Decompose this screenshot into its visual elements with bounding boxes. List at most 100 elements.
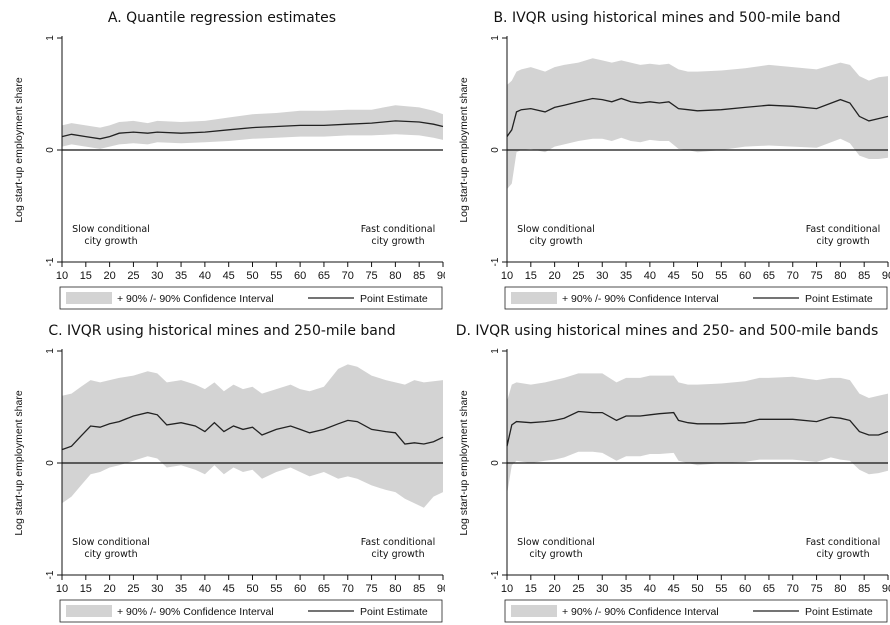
x-tick-label: 30	[151, 583, 163, 595]
x-tick-label: 40	[199, 583, 211, 595]
legend-band-swatch	[66, 605, 112, 617]
y-tick-label: 0	[45, 460, 56, 466]
x-tick-label: 55	[270, 270, 282, 282]
x-tick-label: 60	[294, 583, 306, 595]
x-tick-label: 35	[620, 270, 632, 282]
y-axis-label: Log start-up employment share	[13, 77, 25, 222]
annotation-slow-growth: Slow conditional	[517, 224, 595, 235]
chart-panel-a: A. Quantile regression estimates Log star…	[0, 0, 445, 312]
chart-title: B. IVQR using historical mines and 500-m…	[493, 10, 840, 26]
x-tick-label: 55	[715, 583, 727, 595]
legend-label-point: Point Estimate	[360, 293, 428, 305]
x-tick-label: 40	[644, 583, 656, 595]
x-tick-label: 80	[389, 270, 401, 282]
annotation-slow-growth: city growth	[84, 236, 137, 247]
x-tick-label: 75	[810, 583, 822, 595]
x-tick-label: 45	[668, 270, 680, 282]
legend-box	[59, 286, 443, 310]
x-tick-label: 85	[413, 270, 425, 282]
y-axis-label: Log start-up employment share	[458, 77, 470, 222]
x-tick-label: 25	[127, 270, 139, 282]
chart-svg: A. Quantile regression estimates Log star…	[13, 10, 445, 310]
x-tick-label: 65	[318, 583, 330, 595]
legend-label-point: Point Estimate	[805, 606, 873, 618]
x-tick-label: 80	[834, 583, 846, 595]
y-tick-label: 0	[490, 460, 501, 466]
legend-label-point: Point Estimate	[360, 606, 428, 618]
chart-panel-d: D. IVQR using historical mines and 250- …	[445, 313, 890, 625]
x-tick-label: 70	[787, 270, 799, 282]
y-tick-label: -1	[490, 257, 501, 266]
legend-band-swatch	[511, 292, 557, 304]
x-tick-label: 10	[56, 583, 68, 595]
y-axis-label: Log start-up employment share	[13, 390, 25, 535]
y-tick-label: 0	[45, 147, 56, 153]
x-tick-label: 50	[246, 583, 258, 595]
x-tick-label: 55	[715, 270, 727, 282]
annotation-fast-growth: city growth	[371, 236, 424, 247]
x-tick-label: 55	[270, 583, 282, 595]
x-tick-label: 10	[501, 270, 513, 282]
chart-panel-b: B. IVQR using historical mines and 500-m…	[445, 0, 890, 312]
x-tick-label: 45	[223, 270, 235, 282]
x-tick-label: 85	[858, 270, 870, 282]
x-tick-label: 75	[365, 270, 377, 282]
x-tick-label: 25	[572, 583, 584, 595]
x-tick-label: 65	[763, 583, 775, 595]
x-tick-label: 30	[596, 583, 608, 595]
x-tick-label: 25	[572, 270, 584, 282]
x-tick-label: 90	[437, 583, 445, 595]
annotation-slow-growth: city growth	[529, 236, 582, 247]
x-tick-label: 90	[437, 270, 445, 282]
x-tick-label: 50	[246, 270, 258, 282]
x-tick-label: 15	[80, 270, 92, 282]
point-estimate-line	[61, 120, 444, 140]
chart-svg: C. IVQR using historical mines and 250-m…	[13, 323, 445, 623]
chart-title: C. IVQR using historical mines and 250-m…	[48, 323, 395, 339]
chart-title: D. IVQR using historical mines and 250- …	[456, 323, 879, 339]
x-tick-label: 35	[175, 583, 187, 595]
point-estimate-line	[506, 97, 889, 137]
x-tick-label: 40	[644, 270, 656, 282]
x-tick-label: 85	[413, 583, 425, 595]
x-tick-label: 90	[882, 270, 890, 282]
annotation-slow-growth: Slow conditional	[72, 537, 150, 548]
annotation-slow-growth: Slow conditional	[517, 537, 595, 548]
y-tick-label: 1	[490, 35, 501, 41]
legend-box	[504, 286, 888, 310]
chart-svg: D. IVQR using historical mines and 250- …	[456, 323, 890, 623]
x-tick-label: 50	[691, 270, 703, 282]
x-tick-label: 70	[342, 583, 354, 595]
x-tick-label: 15	[525, 270, 537, 282]
x-tick-label: 60	[739, 583, 751, 595]
legend-box	[59, 599, 443, 623]
x-tick-label: 10	[56, 270, 68, 282]
annotation-fast-growth: Fast conditional	[361, 224, 436, 235]
x-tick-label: 40	[199, 270, 211, 282]
x-tick-label: 45	[223, 583, 235, 595]
x-tick-label: 35	[620, 583, 632, 595]
x-tick-label: 60	[739, 270, 751, 282]
x-tick-label: 85	[858, 583, 870, 595]
x-tick-label: 60	[294, 270, 306, 282]
x-tick-label: 45	[668, 583, 680, 595]
x-tick-label: 80	[834, 270, 846, 282]
confidence-band	[507, 58, 888, 190]
y-axis-label: Log start-up employment share	[458, 390, 470, 535]
x-tick-label: 35	[175, 270, 187, 282]
x-tick-label: 30	[151, 270, 163, 282]
chart-title: A. Quantile regression estimates	[108, 10, 336, 26]
x-tick-label: 15	[80, 583, 92, 595]
x-tick-label: 20	[549, 583, 561, 595]
y-tick-label: 1	[45, 348, 56, 354]
legend-box	[504, 599, 888, 623]
x-tick-label: 80	[389, 583, 401, 595]
chart-svg: B. IVQR using historical mines and 500-m…	[458, 10, 890, 310]
x-tick-label: 70	[787, 583, 799, 595]
x-tick-label: 65	[318, 270, 330, 282]
x-tick-label: 90	[882, 583, 890, 595]
legend-band-swatch	[66, 292, 112, 304]
x-tick-label: 20	[104, 583, 116, 595]
x-tick-label: 65	[763, 270, 775, 282]
x-tick-label: 70	[342, 270, 354, 282]
